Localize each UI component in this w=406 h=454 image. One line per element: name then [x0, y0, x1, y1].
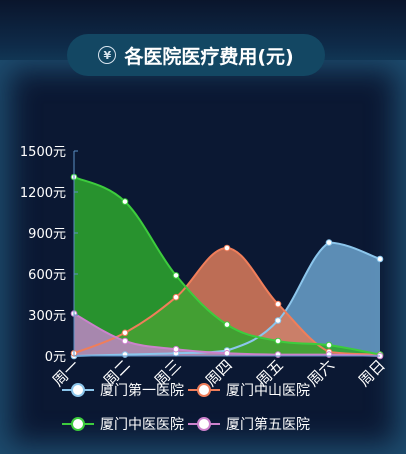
yen-icon: ¥	[98, 46, 117, 64]
point-series-2-周五[interactable]	[274, 300, 282, 308]
legend-marker-2	[188, 383, 220, 397]
y-tick-label: 0元	[45, 350, 66, 365]
area-series-4	[74, 313, 380, 356]
y-tick-label: 300元	[28, 309, 66, 324]
area-series-3	[74, 177, 380, 356]
point-series-1-周二[interactable]	[121, 351, 129, 358]
point-series-2-周三[interactable]	[172, 293, 180, 301]
y-tick-label: 900元	[28, 227, 66, 242]
legend-marker-3	[62, 417, 94, 431]
legend-item-4[interactable]: 厦门第五医院	[188, 414, 310, 434]
point-series-1-周五[interactable]	[274, 317, 282, 324]
x-tick-label: 周日	[355, 356, 389, 390]
legend-item-2[interactable]: 厦门中山医院	[188, 380, 310, 400]
y-tick-label: 1500元	[20, 145, 66, 160]
point-series-3-周六[interactable]	[325, 341, 333, 349]
point-series-4-周三[interactable]	[172, 345, 180, 353]
chart-title-pill: ¥ 各医院医疗费用(元)	[67, 34, 325, 76]
point-series-2-周二[interactable]	[121, 329, 129, 337]
point-series-3-周四[interactable]	[223, 321, 231, 328]
point-series-3-周二[interactable]	[121, 198, 129, 205]
legend-label-2: 厦门中山医院	[226, 383, 310, 399]
point-series-3-周三[interactable]	[172, 272, 180, 279]
legend-marker-4	[188, 417, 220, 431]
legend-item-3[interactable]: 厦门中医医院	[62, 414, 184, 434]
point-series-4-周四[interactable]	[223, 350, 231, 357]
point-series-3-周五[interactable]	[274, 337, 282, 345]
legend-marker-1	[62, 383, 94, 397]
legend-item-1[interactable]: 厦门第一医院	[62, 380, 184, 400]
area-series-1	[74, 242, 380, 356]
y-tick-label: 600元	[28, 268, 66, 283]
chart-title: 各医院医疗费用(元)	[124, 45, 294, 68]
point-series-4-周五[interactable]	[274, 351, 282, 358]
y-tick-label: 1200元	[20, 186, 66, 201]
legend-label-1: 厦门第一医院	[100, 383, 184, 399]
point-series-1-周六[interactable]	[325, 239, 333, 246]
point-series-2-周四[interactable]	[223, 244, 231, 252]
legend-label-3: 厦门中医医院	[100, 417, 184, 433]
legend-label-4: 厦门第五医院	[226, 417, 310, 433]
point-series-1-周日[interactable]	[376, 255, 384, 263]
point-series-4-周六[interactable]	[325, 351, 333, 358]
point-series-4-周二[interactable]	[121, 337, 129, 345]
